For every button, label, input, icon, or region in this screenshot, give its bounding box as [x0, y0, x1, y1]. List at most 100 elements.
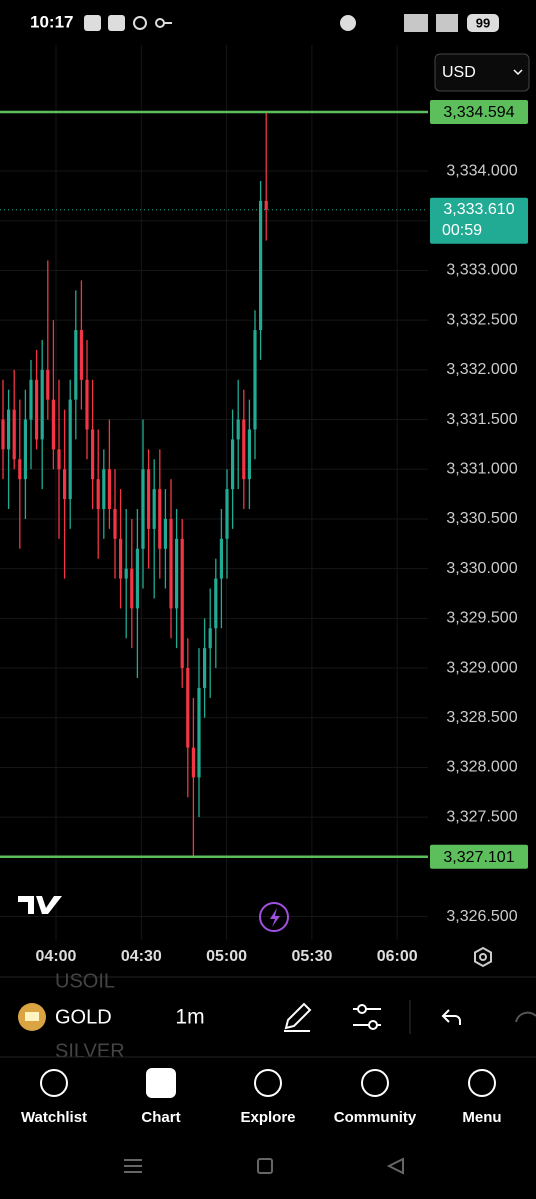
- price-label-box: [430, 844, 528, 869]
- candle-body: [51, 399, 55, 450]
- candle-body: [35, 379, 39, 440]
- nav-icon: [468, 1069, 496, 1097]
- y-tick-label: 3,328.000: [446, 759, 517, 776]
- y-tick-label: 3,330.000: [446, 560, 517, 577]
- candle-body: [158, 489, 162, 549]
- y-tick-label: 3,332.500: [446, 311, 517, 328]
- nav-label[interactable]: Menu: [462, 1109, 501, 1126]
- android-recent[interactable]: [124, 1159, 142, 1173]
- candle-body: [141, 469, 145, 549]
- candle-body: [1, 419, 5, 450]
- candle-body: [107, 469, 111, 510]
- y-tick-label: 3,332.000: [446, 361, 517, 378]
- price-label: 3,334.594: [443, 104, 514, 121]
- signal-icon: [436, 14, 458, 32]
- nav-label[interactable]: Watchlist: [21, 1109, 87, 1126]
- nav-label[interactable]: Community: [334, 1109, 417, 1126]
- y-tick-label: 3,327.500: [446, 808, 517, 825]
- status-icon: [340, 15, 356, 31]
- indicators-icon: [357, 1004, 367, 1014]
- status-icon: [133, 16, 147, 30]
- y-tick-label: 3,331.000: [446, 460, 517, 477]
- android-home[interactable]: [257, 1158, 273, 1174]
- candle-body: [7, 409, 11, 450]
- status-icon: [84, 15, 101, 31]
- candle-body: [219, 538, 223, 579]
- candle-body: [225, 489, 229, 539]
- candle-body: [163, 518, 167, 549]
- candle-body: [63, 469, 67, 500]
- x-tick-label: 06:00: [377, 948, 418, 965]
- price-label: 3,327.101: [443, 849, 514, 866]
- candle-body: [40, 369, 44, 440]
- candle-body: [135, 548, 139, 609]
- battery-icon: [467, 14, 499, 32]
- settings-icon: [479, 953, 487, 961]
- nav-icon: [361, 1069, 389, 1097]
- x-tick-label: 05:30: [291, 948, 332, 965]
- candle-body: [242, 419, 246, 480]
- price-label-box: [430, 99, 528, 124]
- y-tick-label: 3,329.000: [446, 659, 517, 676]
- lightning-button[interactable]: [259, 902, 289, 932]
- candle-body: [147, 469, 151, 529]
- status-icon: [108, 15, 125, 31]
- status-time: 10:17: [30, 12, 73, 31]
- candle-body: [12, 409, 16, 460]
- symbol-faded: USOIL: [55, 970, 115, 992]
- candle-body: [186, 668, 190, 748]
- android-back[interactable]: [386, 1157, 404, 1175]
- draw-button[interactable]: [284, 1002, 312, 1032]
- y-tick-label: 3,334.000: [446, 162, 517, 179]
- interval[interactable]: 1m: [175, 1006, 204, 1029]
- undo-button[interactable]: [441, 1009, 461, 1025]
- symbol-faded: SILVER: [55, 1040, 125, 1062]
- candle-body: [124, 568, 128, 579]
- y-tick-label: 3,331.500: [446, 411, 517, 428]
- lightning-icon: [270, 908, 280, 927]
- countdown: 00:59: [442, 222, 482, 239]
- symbol-icon: [25, 1012, 39, 1021]
- candle-body: [23, 419, 27, 480]
- candle-body: [236, 419, 240, 440]
- candle-body: [46, 369, 50, 400]
- x-tick-label: 05:00: [206, 948, 247, 965]
- candle-body: [68, 399, 72, 500]
- candle-body: [130, 568, 134, 609]
- y-tick-label: 3,328.500: [446, 709, 517, 726]
- nav-label[interactable]: Chart: [141, 1109, 180, 1126]
- last-price-label: 3,333.610: [443, 201, 514, 218]
- candle-body: [152, 489, 156, 529]
- chart: 04:00 04:30 05:00 05:30 06:00 3,334.000 3,333.…: [0, 45, 528, 965]
- candle-body: [169, 518, 173, 609]
- candle-body: [175, 538, 179, 609]
- battery-level: 99: [476, 15, 490, 30]
- nav-icon: [254, 1069, 282, 1097]
- dropdown-arrow: [513, 69, 523, 76]
- candle-body: [85, 379, 89, 430]
- candle-body: [119, 538, 123, 579]
- y-tick-label: 3,326.500: [446, 908, 517, 925]
- y-tick-label: 3,330.500: [446, 510, 517, 527]
- x-tick-label: 04:30: [121, 948, 162, 965]
- candle-body: [253, 330, 257, 430]
- candle-body: [96, 479, 100, 510]
- currency-select[interactable]: [434, 53, 530, 92]
- settings-button[interactable]: [474, 946, 492, 968]
- candle-body: [208, 628, 212, 649]
- candle-body: [264, 200, 268, 210]
- indicators-icon: [368, 1020, 378, 1030]
- candle-body: [231, 439, 235, 490]
- bottom-nav: Watchlist Chart Explore Community Menu: [21, 1068, 502, 1126]
- nav-label[interactable]: Explore: [240, 1109, 295, 1126]
- nav-icon-box: [146, 1068, 176, 1098]
- candle-body: [57, 449, 61, 470]
- status-icon: [155, 18, 165, 28]
- candle-body: [102, 469, 106, 510]
- candle-body: [247, 429, 251, 480]
- y-tick-label: 3,329.500: [446, 610, 517, 627]
- symbol-current[interactable]: GOLD: [55, 1006, 112, 1028]
- currency-label: USD: [442, 64, 476, 81]
- candle-body: [214, 578, 218, 629]
- redo-button[interactable]: [515, 1011, 536, 1023]
